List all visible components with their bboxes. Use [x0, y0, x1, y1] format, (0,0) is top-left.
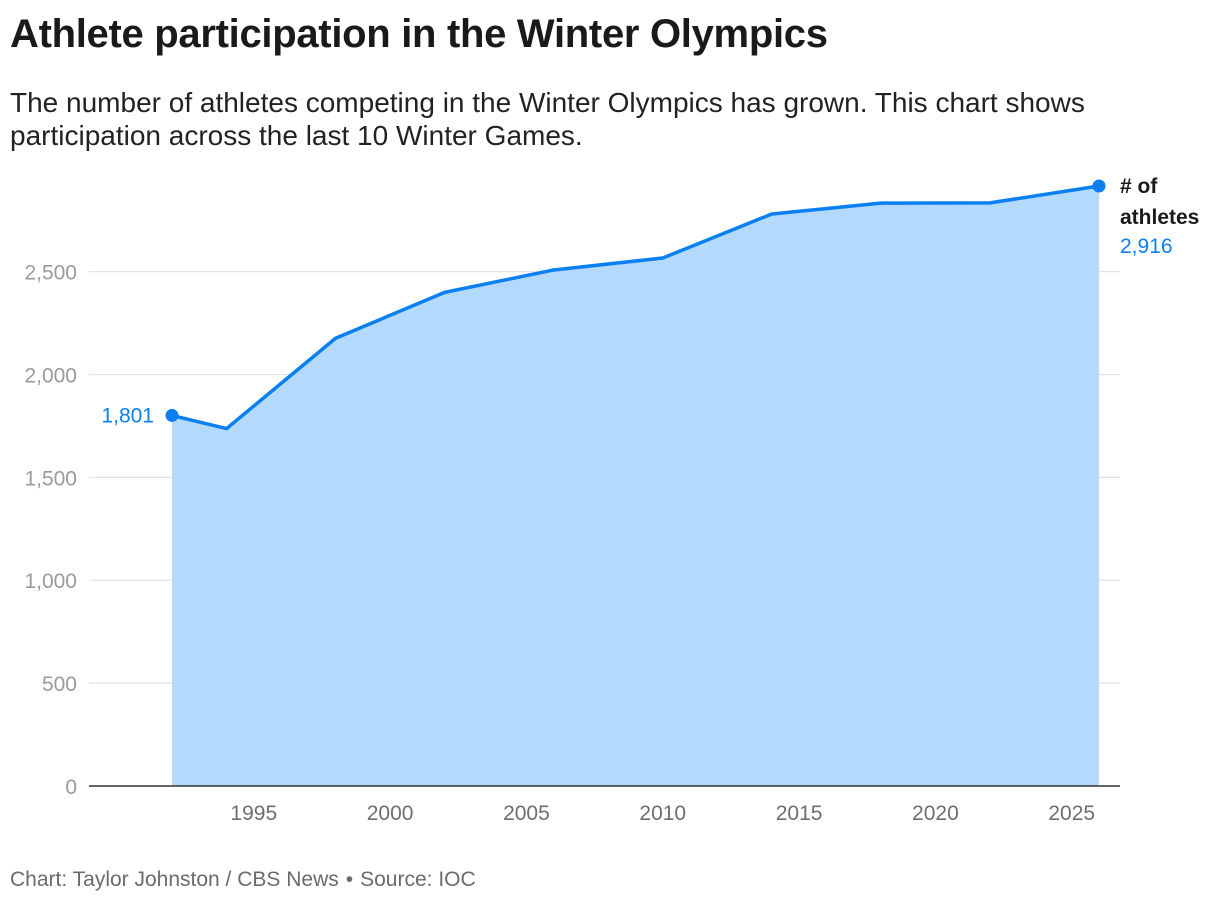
- area-layer: [170, 184, 1101, 786]
- value-annotation: 2,916: [1120, 235, 1173, 258]
- labels: 0 500 1,000 1,500 2,000 2,500 1995 2000 2005 2010…: [24, 175, 1199, 825]
- markers: [165, 179, 1106, 422]
- x-tick-label: 2025: [1048, 802, 1095, 825]
- chart-footer: Chart: Taylor Johnston / CBS News • Source…: [10, 868, 476, 892]
- y-tick-label: 1,000: [24, 570, 77, 593]
- chart-title: Athlete participation in the Winter Olym…: [10, 12, 828, 56]
- y-tick-label: 2,000: [24, 364, 77, 387]
- x-tick-label: 2005: [503, 802, 550, 825]
- endpoint-marker: [1092, 179, 1106, 193]
- y-tick-label: 0: [65, 776, 77, 799]
- y-tick-label: 2,500: [24, 262, 77, 285]
- x-tick-label: 2010: [639, 802, 686, 825]
- y-tick-label: 1,500: [24, 467, 77, 490]
- x-tick-label: 2000: [367, 802, 414, 825]
- y-tick-label: 500: [42, 673, 77, 696]
- series-label: # of: [1120, 175, 1158, 198]
- chart-subtitle: The number of athletes competing in the …: [10, 87, 1085, 151]
- x-tick-label: 1995: [230, 802, 277, 825]
- endpoint-marker: [165, 408, 179, 422]
- series-label: athletes: [1120, 206, 1199, 229]
- footer-separator: •: [345, 868, 354, 891]
- x-tick-label: 2015: [776, 802, 823, 825]
- value-annotation: 1,801: [101, 404, 154, 427]
- x-tick-label: 2020: [912, 802, 959, 825]
- area-fill: [172, 186, 1099, 786]
- series-line: [170, 184, 1101, 431]
- chart-source: Source: IOC: [360, 868, 476, 891]
- chart-credit: Chart: Taylor Johnston / CBS News: [10, 868, 339, 891]
